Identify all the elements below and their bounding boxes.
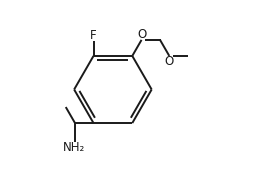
Text: F: F xyxy=(90,29,97,42)
Text: O: O xyxy=(137,28,146,42)
Text: O: O xyxy=(165,55,174,68)
Text: NH₂: NH₂ xyxy=(62,141,85,154)
